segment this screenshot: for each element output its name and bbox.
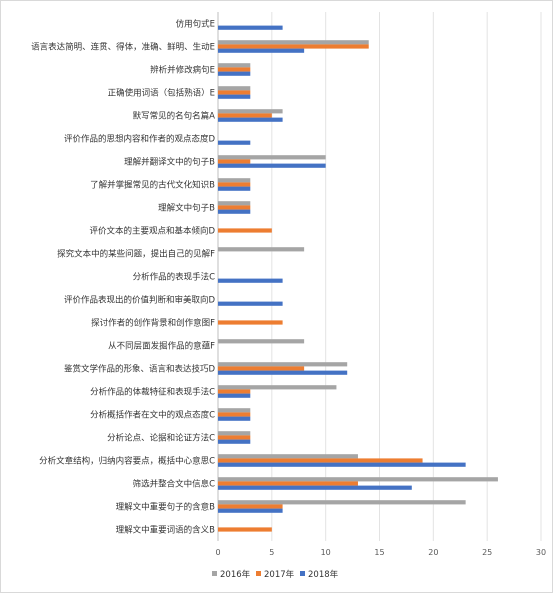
- category-label: 正确使用词语（包括熟语）E: [108, 88, 215, 99]
- bar-2016年: [218, 40, 369, 45]
- bar-2018年: [218, 209, 251, 214]
- legend-swatch: [256, 571, 261, 576]
- bar-2018年: [218, 393, 251, 398]
- bar-2017年: [218, 527, 272, 532]
- bar-2018年: [218, 25, 283, 30]
- category-labels: 仿用句式E 语言表达简明、连贯、得体，准确、鲜明、生动E 辨析并修改病句E 正确使用词…: [31, 19, 215, 536]
- bar-2017年: [218, 113, 272, 118]
- legend-label: 2018年: [308, 569, 339, 580]
- bar-2016年: [218, 109, 283, 114]
- bar-2018年: [218, 94, 251, 99]
- category-label: 理解文中句子B: [158, 203, 215, 214]
- bar-2018年: [218, 370, 348, 375]
- bar-2016年: [218, 247, 305, 252]
- bar-2017年: [218, 435, 251, 440]
- bar-2018年: [218, 163, 326, 168]
- bar-2017年: [218, 228, 272, 233]
- bar-2016年: [218, 63, 251, 68]
- bar-2017年: [218, 458, 423, 463]
- category-label: 分析作品的表现手法C: [133, 272, 216, 283]
- bar-2016年: [218, 477, 498, 482]
- category-label: 评价作品表现出的价值判断和审美取向D: [64, 295, 216, 306]
- bar-2018年: [218, 439, 251, 444]
- category-label: 理解文中重要句子的含意B: [116, 502, 216, 513]
- bar-2016年: [218, 385, 337, 390]
- x-tick-label: 10: [321, 548, 331, 557]
- bar-2018年: [218, 186, 251, 191]
- category-label: 评价文本的主要观点和基本倾向D: [89, 226, 215, 237]
- legend-label: 2016年: [220, 569, 251, 580]
- x-tick-label: 25: [482, 548, 492, 557]
- bar-2017年: [218, 159, 251, 164]
- bar-2018年: [218, 301, 283, 306]
- bar-2017年: [218, 44, 369, 49]
- bar-2018年: [218, 416, 251, 421]
- x-tick-label: 5: [269, 548, 274, 557]
- category-label: 筛选并整合文中信息C: [133, 479, 216, 490]
- x-tick-label: 20: [428, 548, 438, 557]
- bar-2017年: [218, 90, 251, 95]
- bar-2017年: [218, 205, 251, 210]
- bar-2018年: [218, 71, 251, 76]
- x-tick-label: 0: [215, 548, 220, 557]
- category-label: 从不同层面发掘作品的意蕴F: [108, 341, 215, 352]
- category-label: 仿用句式E: [176, 19, 215, 30]
- bar-2017年: [218, 389, 251, 394]
- category-label: 分析概括作者在文中的观点态度C: [90, 410, 215, 421]
- category-label: 分析文章结构，归纳内容要点，概括中心意思C: [39, 456, 215, 467]
- category-label: 辨析并修改病句E: [150, 65, 215, 76]
- category-label: 评价作品的思想内容和作者的观点态度D: [64, 134, 216, 145]
- bar-2018年: [218, 140, 251, 145]
- category-label: 探究文本中的某些问题，提出自己的见解F: [57, 249, 215, 260]
- bar-2016年: [218, 454, 358, 459]
- category-label: 理解文中重要词语的含义B: [116, 525, 216, 536]
- category-label: 了解并掌握常见的古代文化知识B: [90, 180, 215, 191]
- bar-2016年: [218, 178, 251, 183]
- bar-2018年: [218, 508, 283, 513]
- legend-swatch: [300, 571, 305, 576]
- legend-swatch: [212, 571, 217, 576]
- bar-2017年: [218, 320, 283, 325]
- x-tick-label: 15: [374, 548, 384, 557]
- bar-2016年: [218, 500, 466, 505]
- gridlines: [217, 12, 542, 541]
- bar-2018年: [218, 48, 305, 53]
- category-label: 分析作品的体裁特征和表现手法C: [90, 387, 215, 398]
- bars: [218, 25, 498, 532]
- bar-2018年: [218, 462, 466, 467]
- category-label: 理解并翻译文中的句子B: [124, 157, 215, 168]
- category-label: 鉴赏文学作品的形象、语言和表达技巧D: [64, 364, 216, 375]
- bar-2017年: [218, 182, 251, 187]
- legend: 2016年 2017年 2018年: [212, 569, 339, 580]
- bar-2016年: [218, 362, 348, 367]
- x-axis-ticks: 0 5 10 15 20 25 30: [215, 548, 546, 557]
- x-tick-label: 30: [536, 548, 546, 557]
- bar-2017年: [218, 366, 305, 371]
- legend-label: 2017年: [264, 569, 295, 580]
- bar-2017年: [218, 504, 283, 509]
- bar-2017年: [218, 412, 251, 417]
- bar-2016年: [218, 431, 251, 436]
- bar-2018年: [218, 278, 283, 283]
- bar-2016年: [218, 86, 251, 91]
- bar-2016年: [218, 408, 251, 413]
- bar-2016年: [218, 339, 305, 344]
- bar-2016年: [218, 201, 251, 206]
- category-label: 默写常见的名句名篇A: [133, 111, 216, 122]
- bar-2016年: [218, 155, 326, 160]
- bar-2018年: [218, 117, 283, 122]
- bar-2017年: [218, 67, 251, 72]
- category-label: 探讨作者的创作背景和创作意图F: [91, 318, 215, 329]
- category-label: 分析论点、论据和论证方法C: [107, 433, 215, 444]
- bar-2017年: [218, 481, 358, 486]
- category-label: 语言表达简明、连贯、得体，准确、鲜明、生动E: [31, 42, 215, 53]
- bar-2018年: [218, 485, 412, 490]
